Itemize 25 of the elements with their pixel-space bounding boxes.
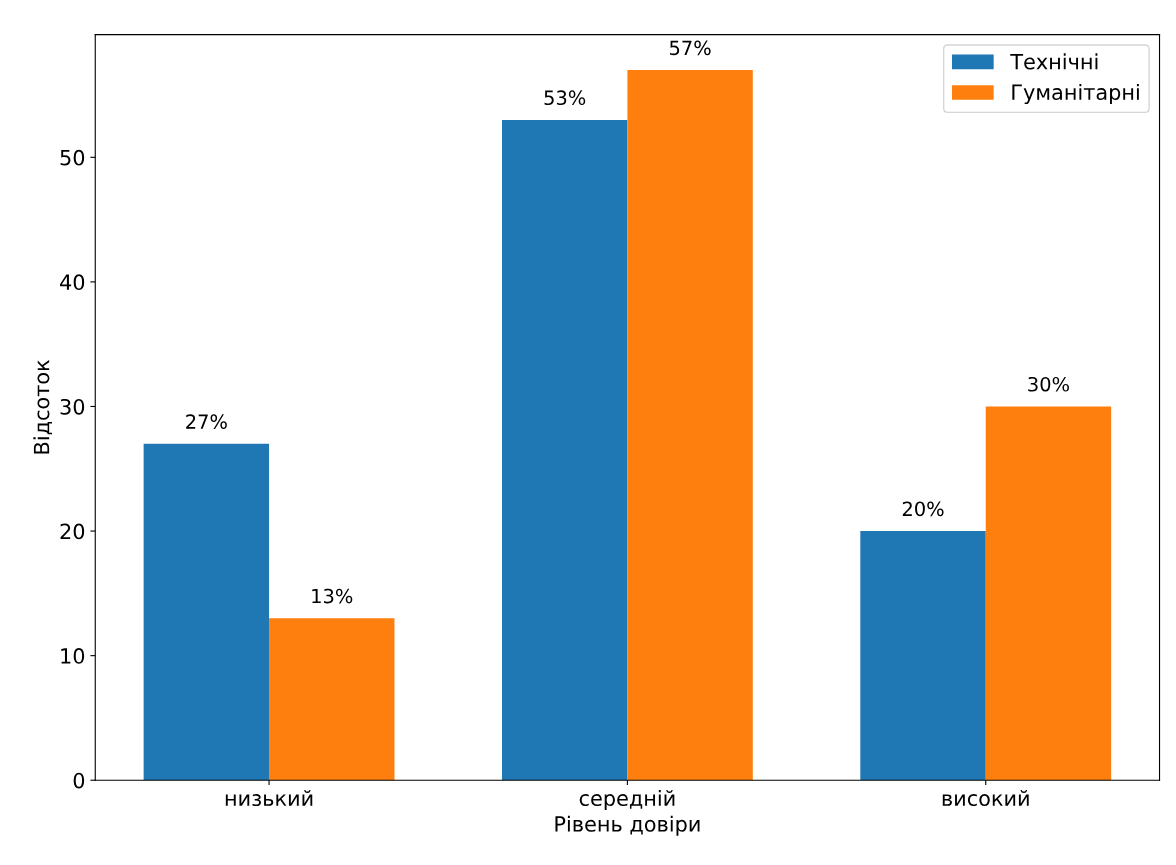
x-tick-label: середній <box>579 789 675 811</box>
bar <box>143 443 270 781</box>
y-tick-label: 10 <box>61 648 85 664</box>
legend-label: Технічні <box>1010 53 1098 70</box>
bar <box>985 406 1112 781</box>
y-tick-label: 0 <box>73 772 85 789</box>
bar <box>269 618 395 781</box>
y-tick-label: 40 <box>60 274 85 291</box>
x-tick-label: низький <box>225 790 313 807</box>
x-tick-label: високий <box>942 790 1029 807</box>
y-tick-label: 30 <box>60 398 85 415</box>
bar <box>860 531 986 781</box>
data-label: 30% <box>1028 376 1069 392</box>
y-axis-title: Відсоток <box>33 360 53 454</box>
y-tick-label: 20 <box>60 523 85 540</box>
bar <box>627 70 753 781</box>
y-tick-label: 50 <box>60 149 85 166</box>
data-label: 27% <box>186 414 227 429</box>
data-label: 57% <box>670 40 711 56</box>
x-axis-title: Рівень довіри <box>555 815 700 836</box>
bar <box>501 119 628 781</box>
data-label: 53% <box>544 90 586 106</box>
data-label: 13% <box>312 588 353 604</box>
legend-label: Гуманітарні <box>1012 83 1139 105</box>
data-label: 20% <box>902 501 944 517</box>
